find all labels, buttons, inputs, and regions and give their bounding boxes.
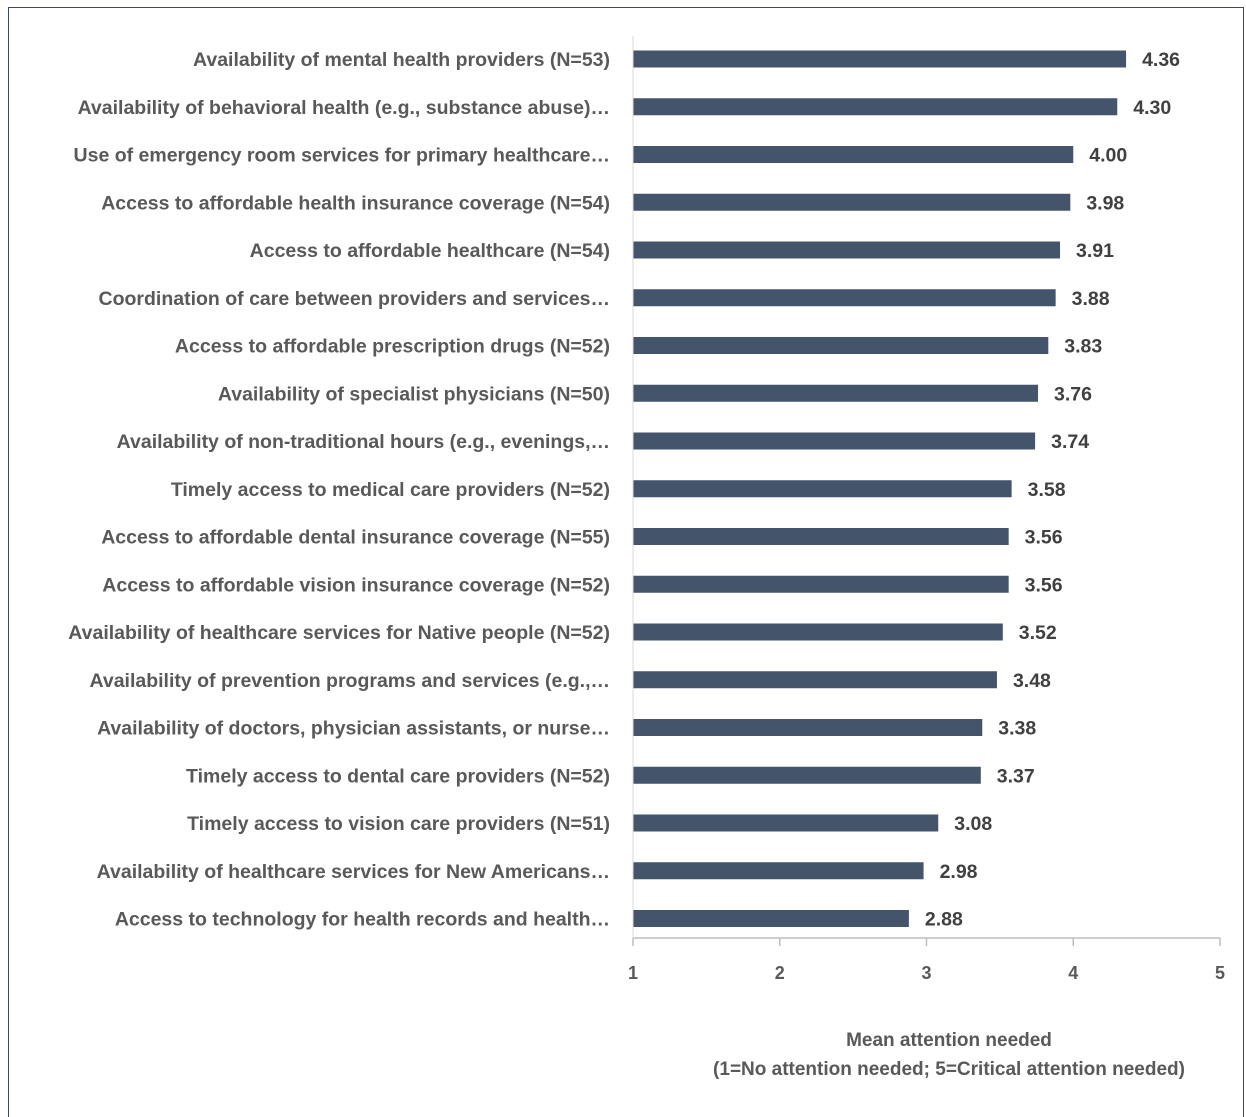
bar <box>633 623 1003 641</box>
category-label: Availability of healthcare services for … <box>97 861 610 883</box>
bar <box>633 575 1009 593</box>
data-label: 3.37 <box>997 765 1035 787</box>
data-label: 4.00 <box>1089 145 1127 167</box>
bar <box>633 193 1071 211</box>
data-label: 3.56 <box>1025 527 1063 549</box>
bars <box>633 50 1127 927</box>
category-label: Timely access to dental care providers (… <box>186 765 610 787</box>
data-label: 2.98 <box>940 861 978 883</box>
bar <box>633 241 1061 259</box>
bar <box>633 671 997 689</box>
x-tick-label: 3 <box>921 963 931 983</box>
category-label: Timely access to medical care providers … <box>171 479 610 501</box>
x-tick-label: 4 <box>1068 963 1078 983</box>
data-label: 3.98 <box>1086 192 1124 214</box>
category-label: Availability of prevention programs and … <box>89 670 610 692</box>
bar <box>633 432 1036 450</box>
data-label: 2.88 <box>925 909 963 931</box>
bar <box>633 384 1039 402</box>
category-label: Availability of behavioral health (e.g.,… <box>78 97 610 119</box>
category-label: Timely access to vision care providers (… <box>187 813 610 835</box>
category-labels: Availability of mental health providers … <box>68 49 610 931</box>
x-axis-title-line1: Mean attention needed <box>846 1030 1052 1051</box>
data-label: 3.58 <box>1028 479 1066 501</box>
category-label: Access to affordable vision insurance co… <box>102 574 610 596</box>
category-label: Availability of specialist physicians (N… <box>218 383 610 405</box>
category-label: Coordination of care between providers a… <box>99 288 610 310</box>
data-label: 4.30 <box>1133 97 1171 119</box>
data-label: 3.88 <box>1072 288 1110 310</box>
bar <box>633 50 1127 68</box>
bar <box>633 528 1009 545</box>
bar <box>633 146 1074 163</box>
x-axis-title-line2: (1=No attention needed; 5=Critical atten… <box>713 1059 1185 1080</box>
data-label: 3.48 <box>1013 670 1051 692</box>
data-label: 3.91 <box>1076 240 1114 262</box>
data-label: 4.36 <box>1142 49 1180 71</box>
data-labels: 4.36 4.30 4.00 3.98 3.91 3.88 3.83 3.76 3.74 3.58… <box>925 49 1180 931</box>
data-label: 3.83 <box>1064 336 1102 358</box>
category-label: Access to affordable health insurance co… <box>101 192 610 214</box>
bar <box>633 98 1118 116</box>
data-label: 3.76 <box>1054 383 1092 405</box>
category-label: Availability of mental health providers … <box>193 49 610 71</box>
x-tick-label: 2 <box>775 963 785 983</box>
data-label: 3.74 <box>1051 431 1089 453</box>
bar <box>633 289 1056 307</box>
bar <box>633 814 939 832</box>
x-tick-label: 1 <box>628 963 638 983</box>
bar <box>633 910 909 927</box>
category-label: Access to affordable prescription drugs … <box>175 336 610 358</box>
x-tick-label: 5 <box>1215 963 1225 983</box>
category-label: Access to affordable healthcare (N=54) <box>250 240 610 262</box>
bar <box>633 337 1049 354</box>
category-label: Availability of non-traditional hours (e… <box>117 431 610 453</box>
category-label: Use of emergency room services for prima… <box>74 145 610 167</box>
category-label: Access to affordable dental insurance co… <box>101 527 610 549</box>
category-label: Access to technology for health records … <box>115 909 610 931</box>
data-label: 3.56 <box>1025 574 1063 596</box>
chart-frame <box>8 7 1244 1117</box>
bar <box>633 862 924 880</box>
data-label: 3.08 <box>954 813 992 835</box>
data-label: 3.38 <box>998 718 1036 740</box>
bar <box>633 480 1012 498</box>
bar <box>633 719 983 736</box>
category-label: Availability of healthcare services for … <box>68 622 610 644</box>
x-axis: 1 2 3 4 5 <box>628 36 1225 983</box>
bar <box>633 766 981 784</box>
category-label: Availability of doctors, physician assis… <box>97 718 610 740</box>
data-label: 3.52 <box>1019 622 1057 644</box>
